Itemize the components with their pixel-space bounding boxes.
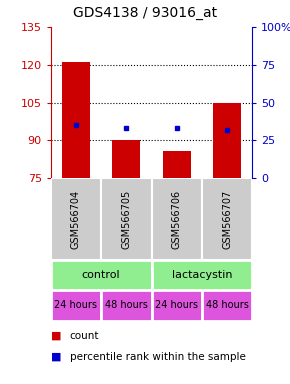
- Bar: [152, 178, 202, 260]
- Text: GDS4138 / 93016_at: GDS4138 / 93016_at: [73, 7, 217, 20]
- Text: GSM566704: GSM566704: [71, 190, 81, 249]
- Bar: [101, 178, 152, 260]
- Text: ■: ■: [51, 352, 61, 362]
- Text: count: count: [70, 331, 99, 341]
- Text: 48 hours: 48 hours: [206, 301, 249, 311]
- Text: 24 hours: 24 hours: [55, 301, 97, 311]
- Bar: [163, 151, 191, 178]
- Text: percentile rank within the sample: percentile rank within the sample: [70, 352, 245, 362]
- Text: 24 hours: 24 hours: [155, 301, 198, 311]
- Bar: [202, 178, 252, 260]
- Bar: [51, 260, 152, 290]
- Bar: [152, 290, 202, 321]
- Text: GSM566707: GSM566707: [222, 190, 232, 249]
- Bar: [202, 290, 252, 321]
- Bar: [101, 290, 152, 321]
- Text: control: control: [82, 270, 120, 280]
- Bar: [213, 103, 241, 178]
- Bar: [113, 141, 140, 178]
- Text: GSM566705: GSM566705: [121, 190, 131, 249]
- Bar: [62, 62, 90, 178]
- Bar: [152, 260, 252, 290]
- Text: ■: ■: [51, 331, 61, 341]
- Bar: [51, 290, 101, 321]
- Bar: [51, 178, 101, 260]
- Text: GSM566706: GSM566706: [172, 190, 182, 249]
- Text: 48 hours: 48 hours: [105, 301, 148, 311]
- Text: lactacystin: lactacystin: [172, 270, 232, 280]
